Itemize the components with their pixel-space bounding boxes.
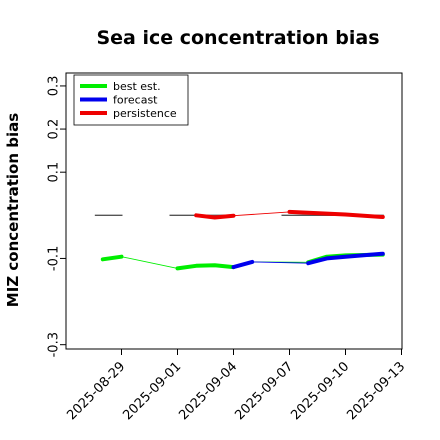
y-axis-ticks: -0.3 -0.1 0.1 0.2 0.3 xyxy=(47,76,66,357)
y-tick-label: 0.3 xyxy=(47,76,62,97)
series-group xyxy=(100,209,385,271)
y-tick-label: -0.1 xyxy=(47,246,62,271)
x-tick-label: 2025-08-29 xyxy=(64,359,128,423)
legend-label: persistence xyxy=(113,107,177,120)
series-persistence-segment-0 xyxy=(194,213,236,220)
x-tick-label: 2025-09-10 xyxy=(288,359,352,423)
series-persistence-segment-1 xyxy=(287,209,385,219)
series-forecast-segment-1 xyxy=(306,251,385,266)
legend-label: best est. xyxy=(113,80,161,93)
y-tick-label: 0.2 xyxy=(47,119,62,140)
x-tick-label: 2025-09-04 xyxy=(176,359,240,423)
chart-title: Sea ice concentration bias xyxy=(96,27,379,49)
x-tick-label: 2025-09-07 xyxy=(232,359,296,423)
series-best-est-segment-0 xyxy=(100,254,124,262)
x-tick-label: 2025-09-01 xyxy=(120,359,184,423)
y-tick-label: 0.1 xyxy=(47,162,62,183)
x-axis-ticks: 2025-08-292025-09-012025-09-042025-09-07… xyxy=(64,349,408,423)
series-best-est-segment-1 xyxy=(175,263,236,271)
x-tick-label: 2025-09-13 xyxy=(344,359,408,423)
y-axis-label: MIZ concentration bias xyxy=(4,113,22,307)
legend-label: forecast xyxy=(113,94,158,107)
y-tick-label: -0.3 xyxy=(47,332,62,357)
series-forecast-segment-0 xyxy=(231,259,255,270)
